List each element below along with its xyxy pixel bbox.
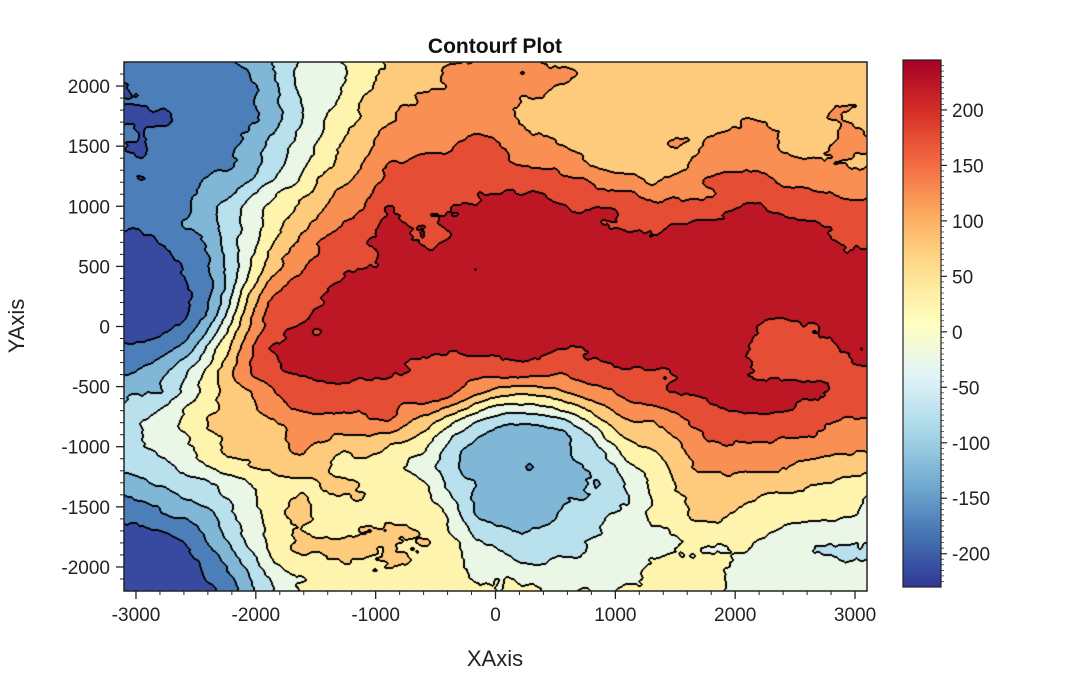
colorbar-frame <box>902 59 942 588</box>
chart-title: Contourf Plot <box>428 35 562 58</box>
x-tick-label: -2000 <box>232 605 281 626</box>
x-tick-label: -3000 <box>112 605 161 626</box>
colorbar-tick-label: -200 <box>952 545 990 566</box>
y-tick-label: 1000 <box>68 197 110 218</box>
y-axis-label: YAxis <box>4 299 29 354</box>
y-axis: -2000 -1500 -1000 -500 0 500 1000 1500 2000 <box>61 73 124 580</box>
colorbar-tick-label: 150 <box>952 156 984 177</box>
x-axis-label: XAxis <box>467 646 523 671</box>
colorbar-tick-label: 200 <box>952 101 984 122</box>
y-tick-label: -2000 <box>61 558 110 579</box>
colorbar: -200 -150 -100 -50 0 50 100 150 200 <box>902 59 990 588</box>
colorbar-scale <box>903 60 941 587</box>
contour-field <box>124 62 867 591</box>
y-tick-label: 1500 <box>68 137 110 158</box>
plot-area <box>123 61 868 592</box>
x-axis: -3000 -2000 -1000 0 1000 2000 3000 <box>112 591 876 626</box>
x-tick-label: 2000 <box>714 605 756 626</box>
x-tick-label: -1000 <box>351 605 400 626</box>
colorbar-tick-label: -50 <box>952 378 979 399</box>
y-tick-label: -500 <box>72 378 110 399</box>
colorbar-tick-label: 0 <box>952 323 963 344</box>
x-tick-label: 0 <box>490 605 501 626</box>
colorbar-tick-label: -150 <box>952 489 990 510</box>
colorbar-tick-label: 100 <box>952 212 984 233</box>
y-tick-label: 500 <box>78 257 110 278</box>
x-tick-label: 3000 <box>834 605 876 626</box>
colorbar-ticks: -200 -150 -100 -50 0 50 100 150 200 <box>941 65 990 582</box>
y-tick-label: 2000 <box>68 77 110 98</box>
colorbar-tick-label: 50 <box>952 267 973 288</box>
y-tick-label: -1500 <box>61 498 110 519</box>
y-tick-label: -1000 <box>61 438 110 459</box>
colorbar-tick-label: -100 <box>952 434 990 455</box>
contour-field-frame <box>124 62 867 591</box>
x-tick-label: 1000 <box>594 605 636 626</box>
y-tick-label: 0 <box>99 318 110 339</box>
